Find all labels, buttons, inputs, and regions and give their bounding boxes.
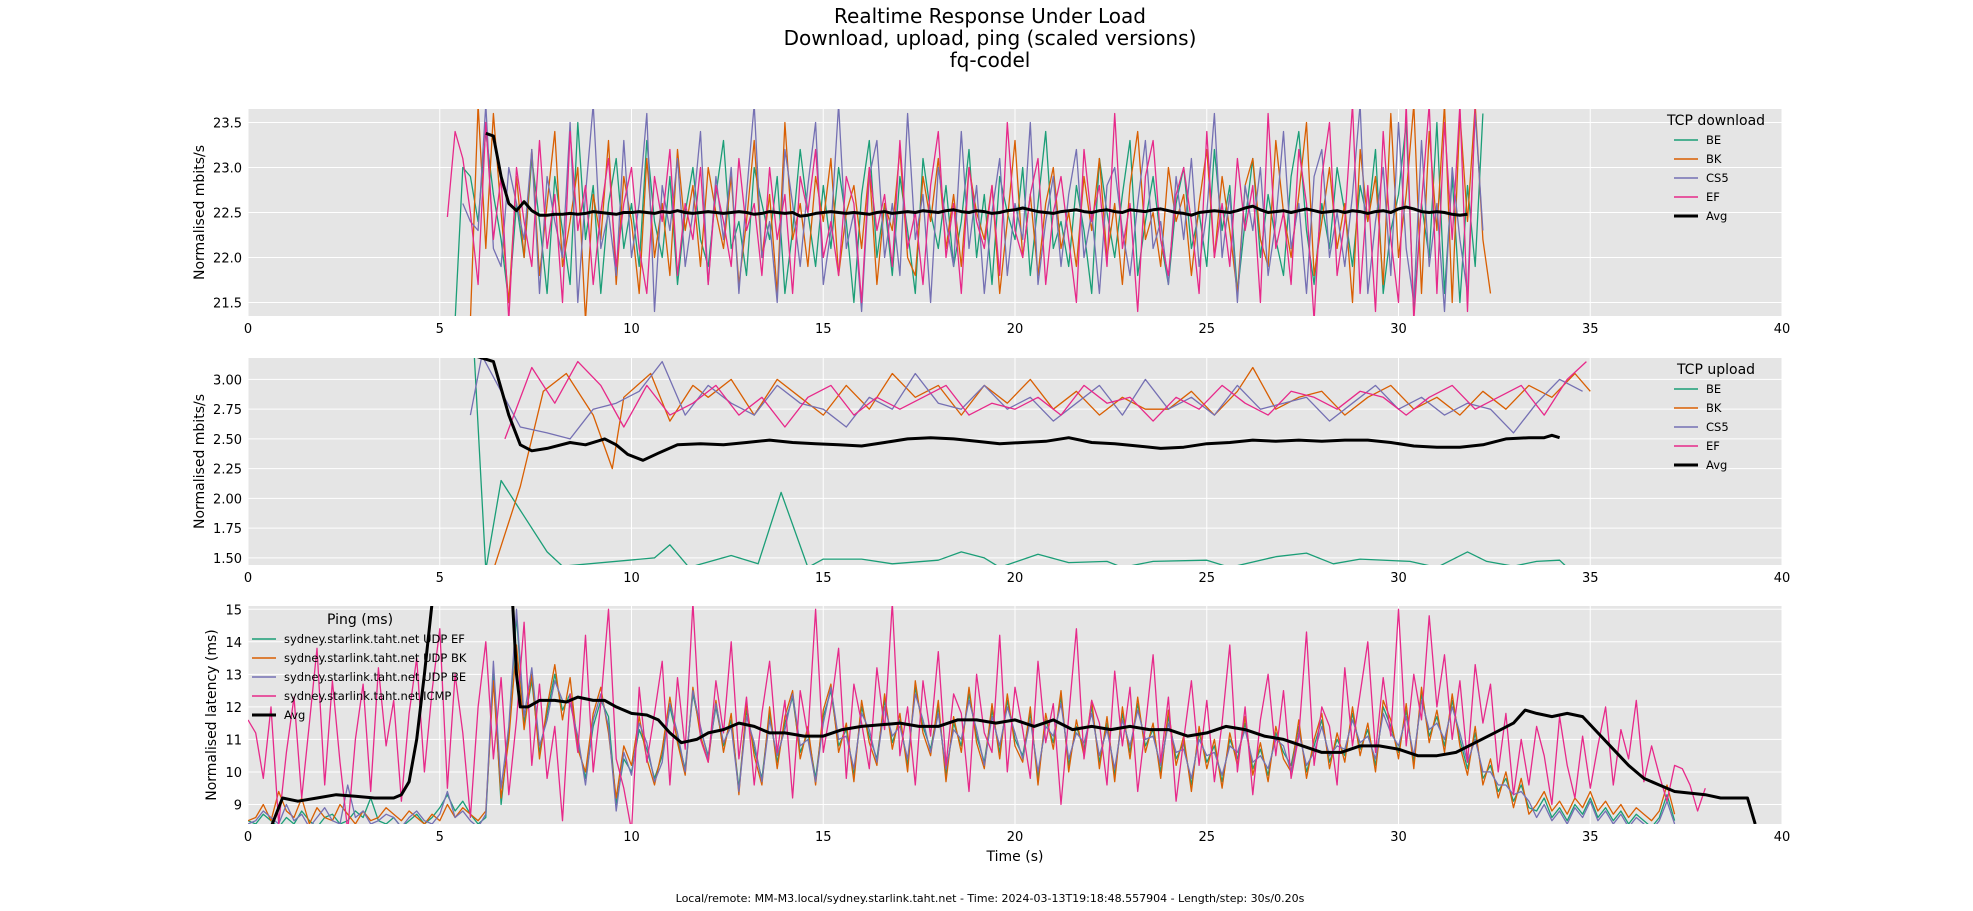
series-lines	[446, 109, 1492, 316]
x-tick-label: 35	[1582, 322, 1599, 337]
y-tick-label: 10	[225, 766, 242, 781]
series-lines	[248, 606, 1757, 824]
x-tick-label: 15	[815, 830, 832, 845]
y-tick-label: 11	[225, 733, 242, 748]
y-tick-label: 15	[225, 603, 242, 618]
y-tick-label: 23.0	[213, 162, 242, 177]
y-tick-label: 2.25	[213, 463, 242, 478]
series-line-be	[454, 113, 1484, 316]
figure-title-line-1: Realtime Response Under Load	[834, 4, 1146, 28]
y-tick-label: 14	[225, 636, 242, 651]
y-tick-label: 13	[225, 668, 242, 683]
x-tick-label: 25	[1198, 830, 1215, 845]
x-tick-label: 30	[1390, 571, 1407, 586]
y-tick-label: 9	[234, 798, 242, 813]
x-tick-label: 5	[436, 571, 444, 586]
legend-label: Avg	[1706, 458, 1727, 472]
series-line-avg	[476, 358, 1561, 462]
legend-title: TCP upload	[1676, 362, 1755, 378]
y-tick-label: 22.0	[213, 252, 242, 267]
series-line-sydney-starlink-taht-net-udp-be	[248, 608, 1676, 824]
x-tick-label: 15	[815, 322, 832, 337]
y-tick-label: 1.75	[213, 522, 242, 537]
chart-panel-1: 0 5 10 15 20 25 30 35 40 21.5 22.0 22.5 23.0 23.5 Norm…	[192, 109, 1791, 337]
x-tick-label: 5	[436, 322, 444, 337]
legend-label: Avg	[1706, 209, 1727, 223]
legend-label: sydney.starlink.taht.net UDP EF	[284, 632, 465, 646]
series-lines	[469, 358, 1591, 565]
series-line-be	[473, 358, 1566, 565]
legend: Ping (ms) sydney.starlink.taht.net UDP EF…	[252, 612, 467, 722]
legend-label: sydney.starlink.taht.net ICMP	[284, 689, 451, 703]
y-axis-label: Normalised mbits/s	[192, 394, 208, 529]
y-tick-label: 23.5	[213, 117, 242, 132]
y-tick-label: 2.00	[213, 492, 242, 507]
x-tick-label: 30	[1390, 830, 1407, 845]
figure-footer: Local/remote: MM-M3.local/sydney.starlin…	[676, 892, 1305, 905]
legend-label: EF	[1706, 190, 1720, 204]
chart-panel-3: 0 5 10 15 20 25 30 35 40 9 10 11 12 13 14 15 Normalised …	[204, 603, 1790, 865]
x-tick-label: 15	[815, 571, 832, 586]
series-line-cs5	[462, 109, 1484, 313]
y-tick-label: 12	[225, 701, 242, 716]
x-tick-label: 0	[244, 322, 252, 337]
legend-label: BK	[1706, 152, 1722, 166]
x-tick-label: 40	[1774, 830, 1791, 845]
x-tick-label: 20	[1007, 571, 1024, 586]
legend-label: BE	[1706, 382, 1721, 396]
x-tick-label: 10	[623, 322, 640, 337]
x-tick-label: 35	[1582, 571, 1599, 586]
figure-title-line-2: Download, upload, ping (scaled versions)	[784, 26, 1197, 50]
x-tick-label: 0	[244, 571, 252, 586]
x-tick-label: 25	[1198, 571, 1215, 586]
series-line-ef	[504, 360, 1587, 440]
y-tick-label: 22.5	[213, 207, 242, 222]
series-line-avg	[485, 131, 1468, 218]
legend-label: BK	[1706, 401, 1722, 415]
series-line-bk	[469, 109, 1492, 316]
x-tick-label: 10	[623, 571, 640, 586]
y-tick-label: 2.50	[213, 433, 242, 448]
legend-label: CS5	[1706, 420, 1729, 434]
series-line-sydney-starlink-taht-net-icmp	[248, 606, 1706, 824]
series-line-ef	[446, 109, 1476, 316]
x-axis-label: Time (s)	[986, 849, 1044, 865]
legend: TCP upload BE BK CS5 EF Avg	[1674, 362, 1755, 472]
x-tick-label: 5	[436, 830, 444, 845]
legend-label: EF	[1706, 439, 1720, 453]
legend-label: sydney.starlink.taht.net UDP BE	[284, 670, 466, 684]
chart-panel-2: 0 5 10 15 20 25 30 35 40 1.50 1.75 2.00 2.25 2.50 2.75…	[192, 358, 1791, 586]
x-tick-label: 40	[1774, 571, 1791, 586]
x-tick-label: 35	[1582, 830, 1599, 845]
series-line-sydney-starlink-taht-net-udp-ef	[248, 615, 1676, 824]
y-tick-label: 21.5	[213, 297, 242, 312]
figure-title-line-3: fq-codel	[950, 48, 1031, 72]
x-tick-label: 20	[1007, 830, 1024, 845]
legend-label: BE	[1706, 133, 1721, 147]
y-axis-label: Normalised latency (ms)	[204, 629, 220, 801]
y-tick-label: 3.00	[213, 373, 242, 388]
series-line-bk	[494, 366, 1591, 565]
legend: TCP download BE BK CS5 EF Avg	[1666, 113, 1765, 223]
x-tick-label: 10	[623, 830, 640, 845]
legend-title: TCP download	[1666, 113, 1765, 129]
panels-group: 0 5 10 15 20 25 30 35 40 21.5 22.0 22.5 23.0 23.5 Norm…	[192, 109, 1791, 865]
x-tick-label: 20	[1007, 322, 1024, 337]
x-tick-label: 25	[1198, 322, 1215, 337]
x-tick-label: 40	[1774, 322, 1791, 337]
y-tick-label: 2.75	[213, 403, 242, 418]
series-line-avg	[270, 606, 1757, 824]
x-tick-label: 30	[1390, 322, 1407, 337]
y-tick-label: 1.50	[213, 552, 242, 567]
legend-title: Ping (ms)	[327, 612, 393, 628]
legend-label: sydney.starlink.taht.net UDP BK	[284, 651, 467, 665]
legend-label: CS5	[1706, 171, 1729, 185]
y-axis-label: Normalised mbits/s	[192, 145, 208, 280]
x-tick-label: 0	[244, 830, 252, 845]
legend-label: Avg	[284, 708, 305, 722]
